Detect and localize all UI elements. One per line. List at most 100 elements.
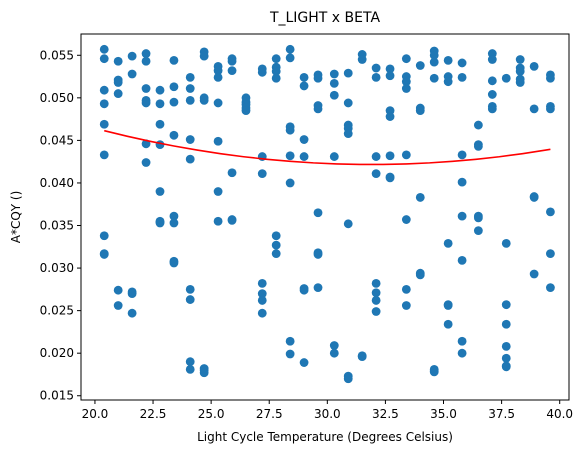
data-point: [213, 73, 223, 82]
data-point: [185, 357, 195, 367]
data-point: [99, 85, 109, 95]
x-tick-label: 20.0: [82, 407, 109, 421]
data-point: [529, 269, 539, 279]
data-point: [343, 219, 353, 229]
data-point: [429, 367, 439, 377]
data-point: [501, 341, 511, 351]
x-tick-label: 25.0: [198, 407, 225, 421]
data-point: [271, 73, 281, 83]
data-point: [529, 104, 539, 114]
data-point: [371, 152, 381, 161]
data-point: [127, 51, 137, 61]
data-point: [546, 207, 555, 217]
y-tick-label: 0.015: [40, 389, 74, 403]
data-point: [185, 84, 195, 93]
data-point: [371, 307, 381, 316]
data-point: [501, 362, 511, 372]
y-tick-label: 0.020: [40, 346, 74, 360]
data-point: [401, 284, 411, 294]
data-point: [401, 84, 411, 93]
data-point: [313, 73, 323, 83]
data-point: [473, 120, 483, 130]
data-point: [169, 258, 179, 268]
data-point: [343, 374, 353, 384]
data-point: [546, 249, 555, 258]
data-point: [169, 130, 179, 140]
data-point: [257, 296, 267, 305]
data-point: [113, 78, 123, 87]
data-point: [457, 73, 467, 82]
y-tick-label: 0.040: [40, 176, 74, 190]
data-point: [329, 348, 339, 358]
x-tick-label: 22.5: [140, 407, 167, 421]
data-point: [343, 68, 353, 78]
data-point: [185, 295, 195, 304]
data-point: [371, 288, 381, 298]
data-point: [155, 99, 165, 109]
data-point: [501, 353, 511, 363]
y-axis-label: A*CQY (): [9, 191, 23, 244]
data-point: [113, 89, 123, 98]
data-point: [155, 217, 165, 227]
data-point: [141, 98, 151, 108]
data-point: [415, 106, 425, 116]
x-axis-ticks: 20.0 22.5 25.0 27.5 30.0 32.5 35.0 37.5 40.0: [82, 400, 573, 421]
data-point: [213, 136, 223, 146]
data-point: [443, 319, 453, 329]
chart-title: T_LIGHT x BETA: [269, 10, 381, 26]
data-point: [457, 150, 467, 160]
x-axis-label: Light Cycle Temperature (Degrees Celsius…: [197, 430, 453, 444]
data-point: [515, 55, 525, 64]
data-point: [371, 63, 381, 73]
data-point: [127, 308, 137, 318]
data-point: [99, 150, 109, 160]
data-point: [385, 112, 395, 121]
data-point: [299, 152, 309, 161]
y-tick-label: 0.025: [40, 304, 74, 318]
data-point: [473, 226, 483, 236]
data-point: [227, 216, 237, 225]
data-point: [487, 76, 497, 86]
data-point: [457, 348, 467, 358]
x-tick-label: 37.5: [488, 407, 515, 421]
data-point: [99, 250, 109, 259]
data-point: [141, 56, 151, 66]
data-point: [401, 77, 411, 87]
data-point: [113, 301, 123, 310]
data-point: [329, 341, 339, 350]
data-point: [501, 319, 511, 329]
data-point: [487, 55, 497, 64]
data-point: [285, 151, 295, 161]
data-point: [227, 168, 237, 178]
data-point: [487, 104, 497, 114]
data-point: [371, 169, 381, 178]
data-point: [199, 368, 209, 378]
data-point: [529, 61, 539, 71]
data-point: [371, 278, 381, 288]
data-point: [299, 81, 309, 91]
data-point: [429, 57, 439, 67]
data-point: [185, 73, 195, 82]
data-point: [271, 54, 281, 64]
y-tick-label: 0.030: [40, 261, 74, 275]
data-point: [285, 178, 295, 188]
data-point: [401, 54, 411, 64]
data-point: [357, 55, 367, 64]
data-point: [329, 78, 339, 88]
data-points: [99, 44, 555, 384]
data-point: [546, 283, 555, 293]
data-point: [299, 358, 309, 367]
data-point: [141, 84, 151, 93]
data-point: [329, 69, 339, 79]
data-point: [401, 215, 411, 224]
data-point: [213, 66, 223, 75]
data-point: [169, 218, 179, 228]
data-point: [185, 95, 195, 105]
data-point: [515, 67, 525, 76]
data-point: [271, 249, 281, 258]
data-point: [213, 216, 223, 226]
data-point: [185, 364, 195, 374]
data-point: [429, 50, 439, 60]
data-point: [529, 193, 539, 202]
data-point: [501, 73, 511, 83]
